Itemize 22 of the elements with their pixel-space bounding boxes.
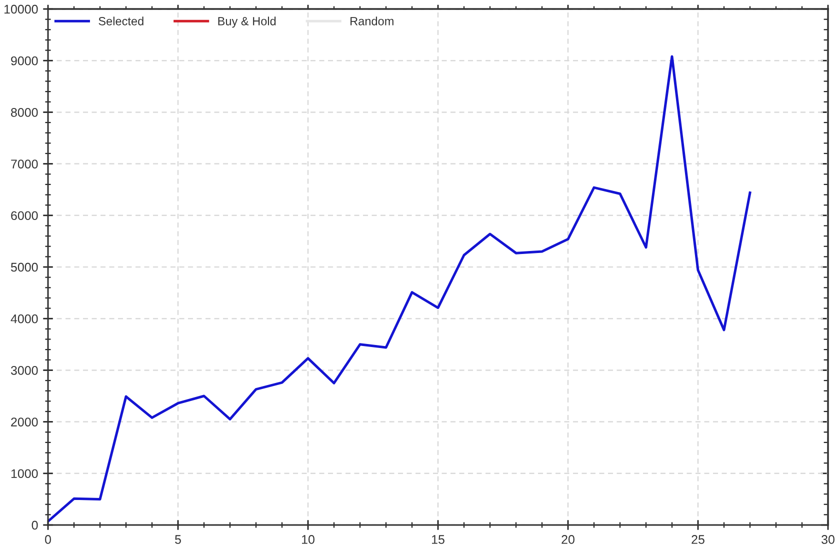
- x-tick-label: 5: [175, 535, 181, 544]
- y-tick-label: 2000: [11, 418, 38, 426]
- x-tick-label: 0: [45, 535, 51, 544]
- x-tick-label: 15: [432, 535, 444, 544]
- y-tick-label: 5000: [10, 262, 38, 272]
- legend-label: Buy & Hold: [218, 16, 276, 28]
- y-tick-label: 10000: [4, 4, 38, 14]
- y-tick-label: 0: [32, 520, 38, 530]
- y-tick-label: 9000: [11, 56, 38, 66]
- y-tick-label: 7000: [11, 160, 38, 168]
- y-tick-label: 3000: [10, 366, 38, 375]
- y-tick-label: 4000: [10, 314, 38, 324]
- x-tick-label: 25: [692, 535, 704, 544]
- line-series: [48, 55, 752, 523]
- x-tick-label: 10: [302, 535, 314, 544]
- x-tick-label: 20: [562, 535, 574, 544]
- legend-label: Random: [350, 16, 394, 26]
- y-tick-label: 1000: [11, 469, 38, 478]
- legend-label: Selected: [98, 16, 144, 26]
- y-tick-label: 8000: [11, 108, 38, 117]
- x-tick-label: 30: [822, 535, 834, 544]
- y-tick-label: 6000: [11, 211, 38, 220]
